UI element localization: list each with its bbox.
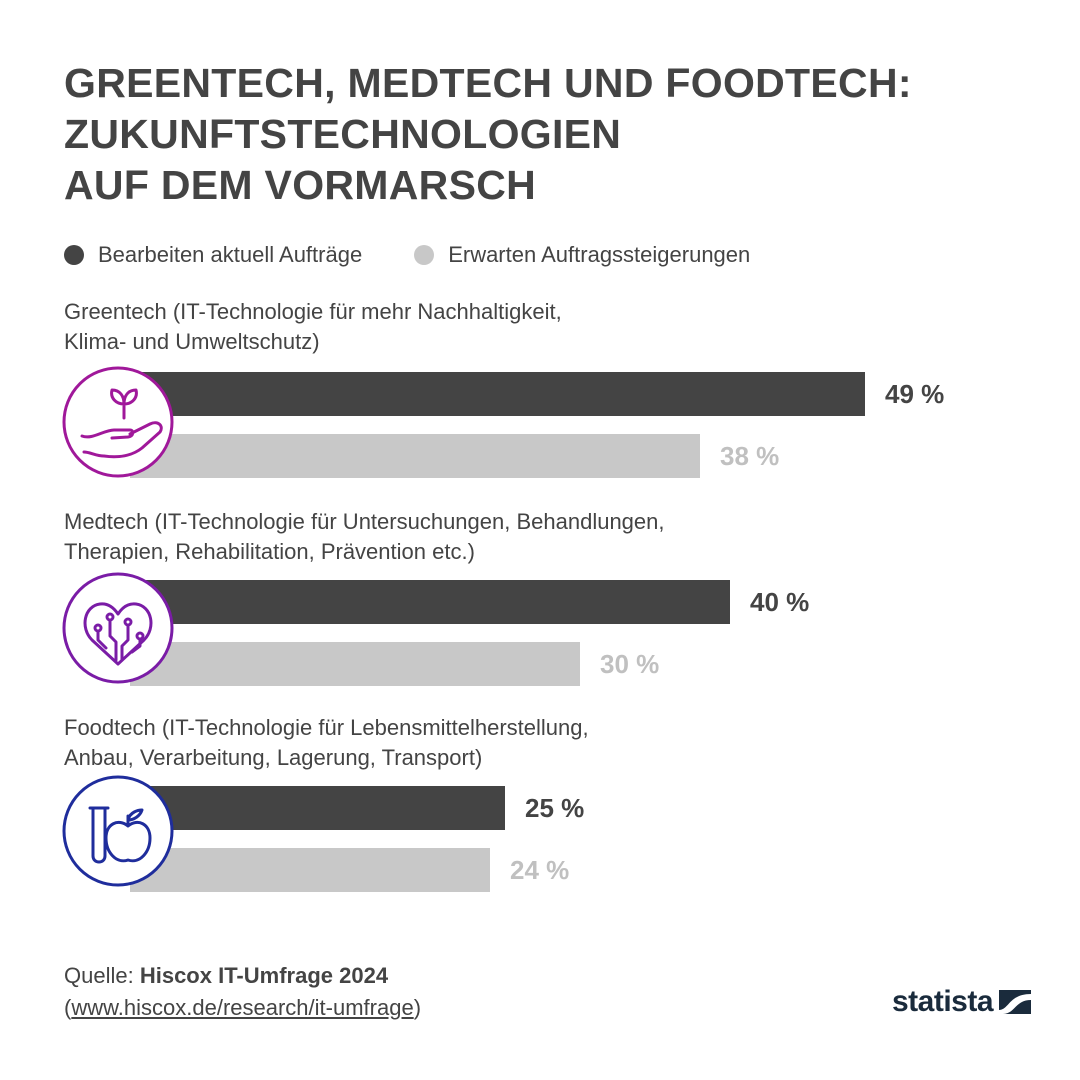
title-line: ZUKUNFTSTECHNOLOGIEN xyxy=(64,111,622,157)
statista-logo: statista xyxy=(892,985,1032,1019)
category-line: Anbau, Verarbeitung, Lagerung, Transport… xyxy=(64,745,483,770)
legend: Bearbeiten aktuell Aufträge Erwarten Auf… xyxy=(64,242,750,268)
data-label: 30 % xyxy=(600,649,659,679)
legend-label: Bearbeiten aktuell Aufträge xyxy=(98,242,363,267)
bar xyxy=(130,580,730,624)
source-note: Quelle: Hiscox IT-Umfrage 2024 (www.hisc… xyxy=(64,963,422,1020)
source-link[interactable]: www.hiscox.de/research/it-umfrage xyxy=(71,995,414,1020)
legend-label: Erwarten Auftragssteigerungen xyxy=(448,242,751,267)
category-line: Klima- und Umweltschutz) xyxy=(64,329,320,354)
source-name: Hiscox IT-Umfrage 2024 xyxy=(139,963,389,988)
chart-title: GREENTECH, MEDTECH UND FOODTECH: ZUKUNFT… xyxy=(64,58,912,211)
title-line: AUF DEM VORMARSCH xyxy=(64,162,537,208)
category-label-foodtech: Foodtech (IT-Technologie für Lebensmitte… xyxy=(64,713,589,773)
plant-in-hand-icon xyxy=(62,366,174,478)
bar xyxy=(130,786,505,830)
legend-item-current: Bearbeiten aktuell Aufträge xyxy=(64,242,362,268)
data-label: 25 % xyxy=(525,793,584,823)
circuit-heart-icon xyxy=(62,572,174,684)
category-label-greentech: Greentech (IT-Technologie für mehr Nachh… xyxy=(64,297,562,357)
bar xyxy=(130,642,580,686)
legend-dot-light xyxy=(414,245,435,265)
data-label: 38 % xyxy=(720,441,779,471)
logo-text: statista xyxy=(892,985,994,1018)
title-line: GREENTECH, MEDTECH UND FOODTECH: xyxy=(64,60,912,106)
category-line: Foodtech (IT-Technologie für Lebensmitte… xyxy=(64,715,589,740)
data-label: 40 % xyxy=(750,587,809,617)
category-line: Therapien, Rehabilitation, Prävention et… xyxy=(64,539,475,564)
legend-dot-dark xyxy=(64,245,84,265)
test-tube-apple-icon xyxy=(62,775,174,887)
category-line: Medtech (IT-Technologie für Untersuchung… xyxy=(64,509,665,534)
source-prefix: Quelle: xyxy=(64,963,140,988)
data-label: 24 % xyxy=(510,855,569,885)
category-line: Greentech (IT-Technologie für mehr Nachh… xyxy=(64,299,562,324)
statista-logo-icon xyxy=(999,990,1032,1014)
legend-item-expected: Erwarten Auftragssteigerungen xyxy=(414,242,750,268)
category-label-medtech: Medtech (IT-Technologie für Untersuchung… xyxy=(64,507,665,567)
bar xyxy=(130,848,490,892)
bar xyxy=(130,372,865,416)
bar xyxy=(130,434,700,478)
data-label: 49 % xyxy=(885,379,944,409)
